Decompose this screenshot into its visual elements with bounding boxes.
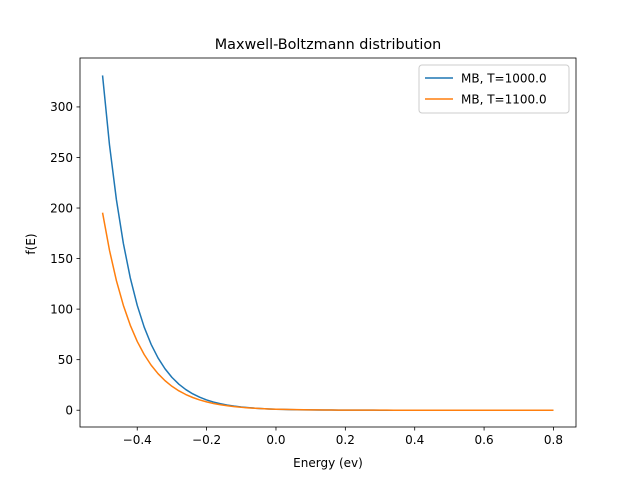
y-axis: 0 50 100 150 200 250 300 xyxy=(50,100,80,418)
x-tick-label: 0.2 xyxy=(336,433,355,447)
chart-title: Maxwell-Boltzmann distribution xyxy=(215,37,442,53)
x-tick-label: −0.2 xyxy=(192,433,221,447)
legend-label-0: MB, T=1000.0 xyxy=(461,71,547,85)
y-tick-label: 150 xyxy=(50,252,73,266)
legend: MB, T=1000.0 MB, T=1100.0 xyxy=(418,64,570,114)
x-tick-label: 0.8 xyxy=(544,433,563,447)
y-tick-label: 200 xyxy=(50,201,73,215)
series-line-1 xyxy=(101,212,554,411)
x-tick-label: 0.0 xyxy=(266,433,285,447)
x-axis: −0.4 −0.2 0.0 0.2 0.4 0.6 0.8 xyxy=(123,427,563,447)
y-tick-label: 250 xyxy=(50,151,73,165)
x-axis-label: Energy (ev) xyxy=(293,456,363,470)
y-tick-label: 100 xyxy=(50,302,73,316)
legend-label-1: MB, T=1100.0 xyxy=(461,92,547,106)
plot-frame xyxy=(79,57,577,428)
y-tick-label: 0 xyxy=(65,404,73,418)
y-tick-label: 300 xyxy=(50,100,73,114)
series-layer xyxy=(101,75,554,411)
x-tick-label: 0.4 xyxy=(405,433,424,447)
y-axis-label: f(E) xyxy=(24,233,38,254)
legend-box xyxy=(418,64,570,114)
x-tick-label: −0.4 xyxy=(123,433,152,447)
x-tick-label: 0.6 xyxy=(475,433,494,447)
y-tick-label: 50 xyxy=(58,353,73,367)
